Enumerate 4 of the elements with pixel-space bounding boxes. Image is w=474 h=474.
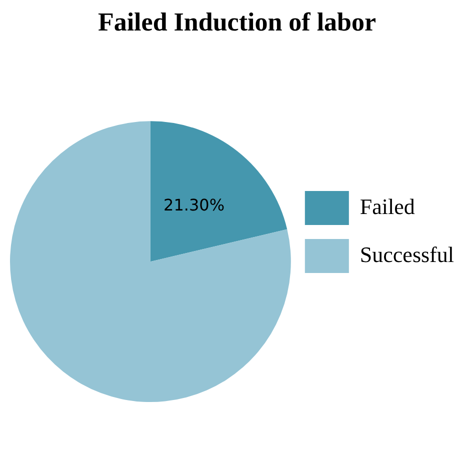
data-label: 21.30% <box>164 196 225 215</box>
legend-label: Failed <box>360 194 415 219</box>
legend-label: Successful <box>360 242 454 267</box>
chart-title: Failed Induction of labor <box>98 7 376 36</box>
